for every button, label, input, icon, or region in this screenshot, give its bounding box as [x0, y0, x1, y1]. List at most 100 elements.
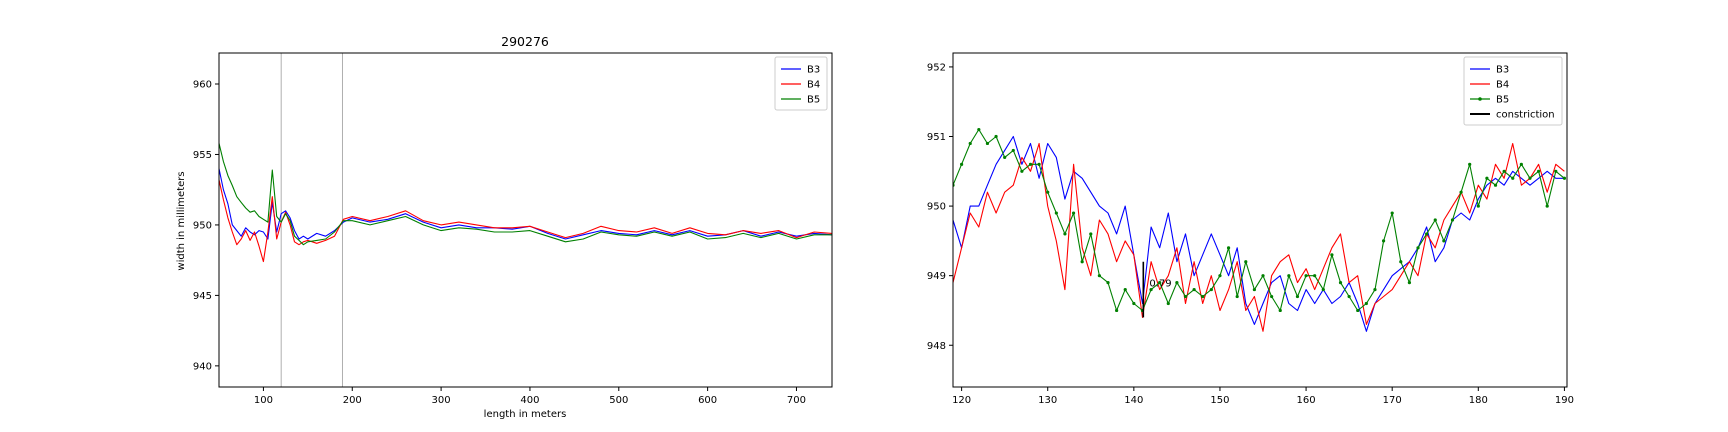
data-point [1037, 162, 1041, 166]
x-tick-label: 170 [1383, 395, 1402, 406]
data-point [1183, 294, 1188, 299]
data-point [1175, 281, 1179, 285]
plot-area-right: 0.79 120 130 140 150 160 170 180 190 948 949 950 951… [927, 52, 1574, 406]
data-point [1158, 281, 1162, 285]
legend: B3 B4 B5 constriction [1463, 56, 1563, 126]
y-axis-label: width in millimeters [176, 171, 187, 270]
data-point [1252, 287, 1257, 292]
axes-frame [952, 52, 1568, 388]
data-point [1519, 162, 1523, 166]
series-line-b4 [219, 179, 832, 263]
data-point [1218, 274, 1222, 278]
series-line-b4 [953, 142, 1565, 332]
y-tick-label: 950 [927, 202, 946, 213]
data-point [1115, 308, 1119, 313]
data-point [1287, 274, 1291, 278]
data-point [1046, 190, 1050, 194]
data-point [1347, 294, 1351, 299]
axes-frame [218, 52, 833, 388]
data-point [1295, 294, 1300, 299]
data-point [1097, 274, 1101, 278]
data-point [1166, 301, 1170, 306]
data-point [1450, 218, 1455, 222]
data-point [1562, 176, 1567, 180]
data-point [1536, 169, 1541, 173]
data-point [1063, 232, 1067, 236]
data-point [1381, 239, 1386, 243]
y-tick-label: 940 [193, 361, 212, 372]
data-point [1485, 176, 1489, 180]
data-point [1390, 211, 1394, 215]
data-point [1201, 294, 1205, 299]
data-point [1476, 204, 1480, 208]
legend-marker [1478, 97, 1482, 101]
data-point [1313, 274, 1317, 278]
data-point [1054, 211, 1058, 215]
x-tick-label: 500 [609, 395, 628, 406]
legend-label-b3: B3 [807, 65, 820, 76]
x-tick-label: 150 [1210, 395, 1229, 406]
data-point [1399, 260, 1403, 264]
x-axis-label: length in meters [484, 409, 567, 420]
y-tick-label: 948 [927, 341, 946, 352]
legend-label-b5: B5 [807, 95, 820, 106]
x-tick-label: 120 [952, 395, 971, 406]
data-point [1132, 301, 1136, 306]
x-tick-label: 190 [1555, 395, 1574, 406]
x-tick-label: 400 [520, 395, 539, 406]
x-tick-label: 600 [698, 395, 717, 406]
data-point [1433, 218, 1437, 222]
data-point [1459, 190, 1463, 194]
data-point [1502, 169, 1506, 173]
x-tick-label: 160 [1297, 395, 1316, 406]
data-point [977, 127, 981, 132]
data-point [1442, 239, 1446, 243]
data-point [1330, 253, 1334, 257]
data-point [1149, 287, 1153, 292]
data-point [1235, 294, 1239, 299]
data-point [1123, 287, 1127, 292]
data-point [1011, 148, 1015, 153]
data-point [1373, 287, 1377, 292]
data-point [1089, 232, 1093, 236]
x-tick-label: 130 [1038, 395, 1057, 406]
chart-left: 290276 100 200 300 400 500 600 700 940 945 950 955… [176, 34, 833, 420]
series-line-b3 [219, 168, 832, 240]
chart-right: 0.79 120 130 140 150 160 170 180 190 948 949 950 951… [927, 52, 1574, 406]
data-point [1356, 308, 1360, 313]
legend-label-b4: B4 [1496, 80, 1509, 91]
data-point [1493, 183, 1498, 187]
data-point [1080, 260, 1084, 264]
y-tick-label: 951 [927, 132, 946, 143]
series-line-b5 [953, 128, 1565, 312]
plot-area-left: 100 200 300 400 500 600 700 940 945 950 955 960 B3 B4… [193, 52, 833, 406]
y-tick-label: 949 [927, 271, 946, 282]
data-point [1278, 308, 1282, 313]
data-point [1321, 287, 1325, 292]
y-tick-label: 955 [193, 150, 212, 161]
x-tick-label: 140 [1124, 395, 1143, 406]
data-point [1192, 287, 1196, 292]
x-tick-label: 180 [1469, 395, 1488, 406]
data-point [1226, 246, 1231, 250]
legend: B3 B4 B5 [774, 56, 828, 111]
data-point [1106, 281, 1110, 285]
data-point [1261, 274, 1265, 278]
legend-box [1463, 56, 1563, 126]
data-point [1364, 301, 1368, 306]
data-point [1270, 294, 1274, 299]
x-tick-label: 300 [432, 395, 451, 406]
legend-label-b4: B4 [807, 80, 820, 91]
data-point [1468, 162, 1472, 166]
data-point [1425, 232, 1429, 236]
data-point [1554, 169, 1558, 173]
data-point [1416, 246, 1420, 250]
legend-label-b3: B3 [1496, 65, 1509, 76]
data-point [1511, 176, 1515, 180]
y-tick-label: 960 [193, 80, 212, 91]
data-point [1071, 211, 1076, 215]
data-point [1003, 155, 1007, 159]
x-tick-label: 200 [343, 395, 362, 406]
data-point [1244, 260, 1248, 264]
